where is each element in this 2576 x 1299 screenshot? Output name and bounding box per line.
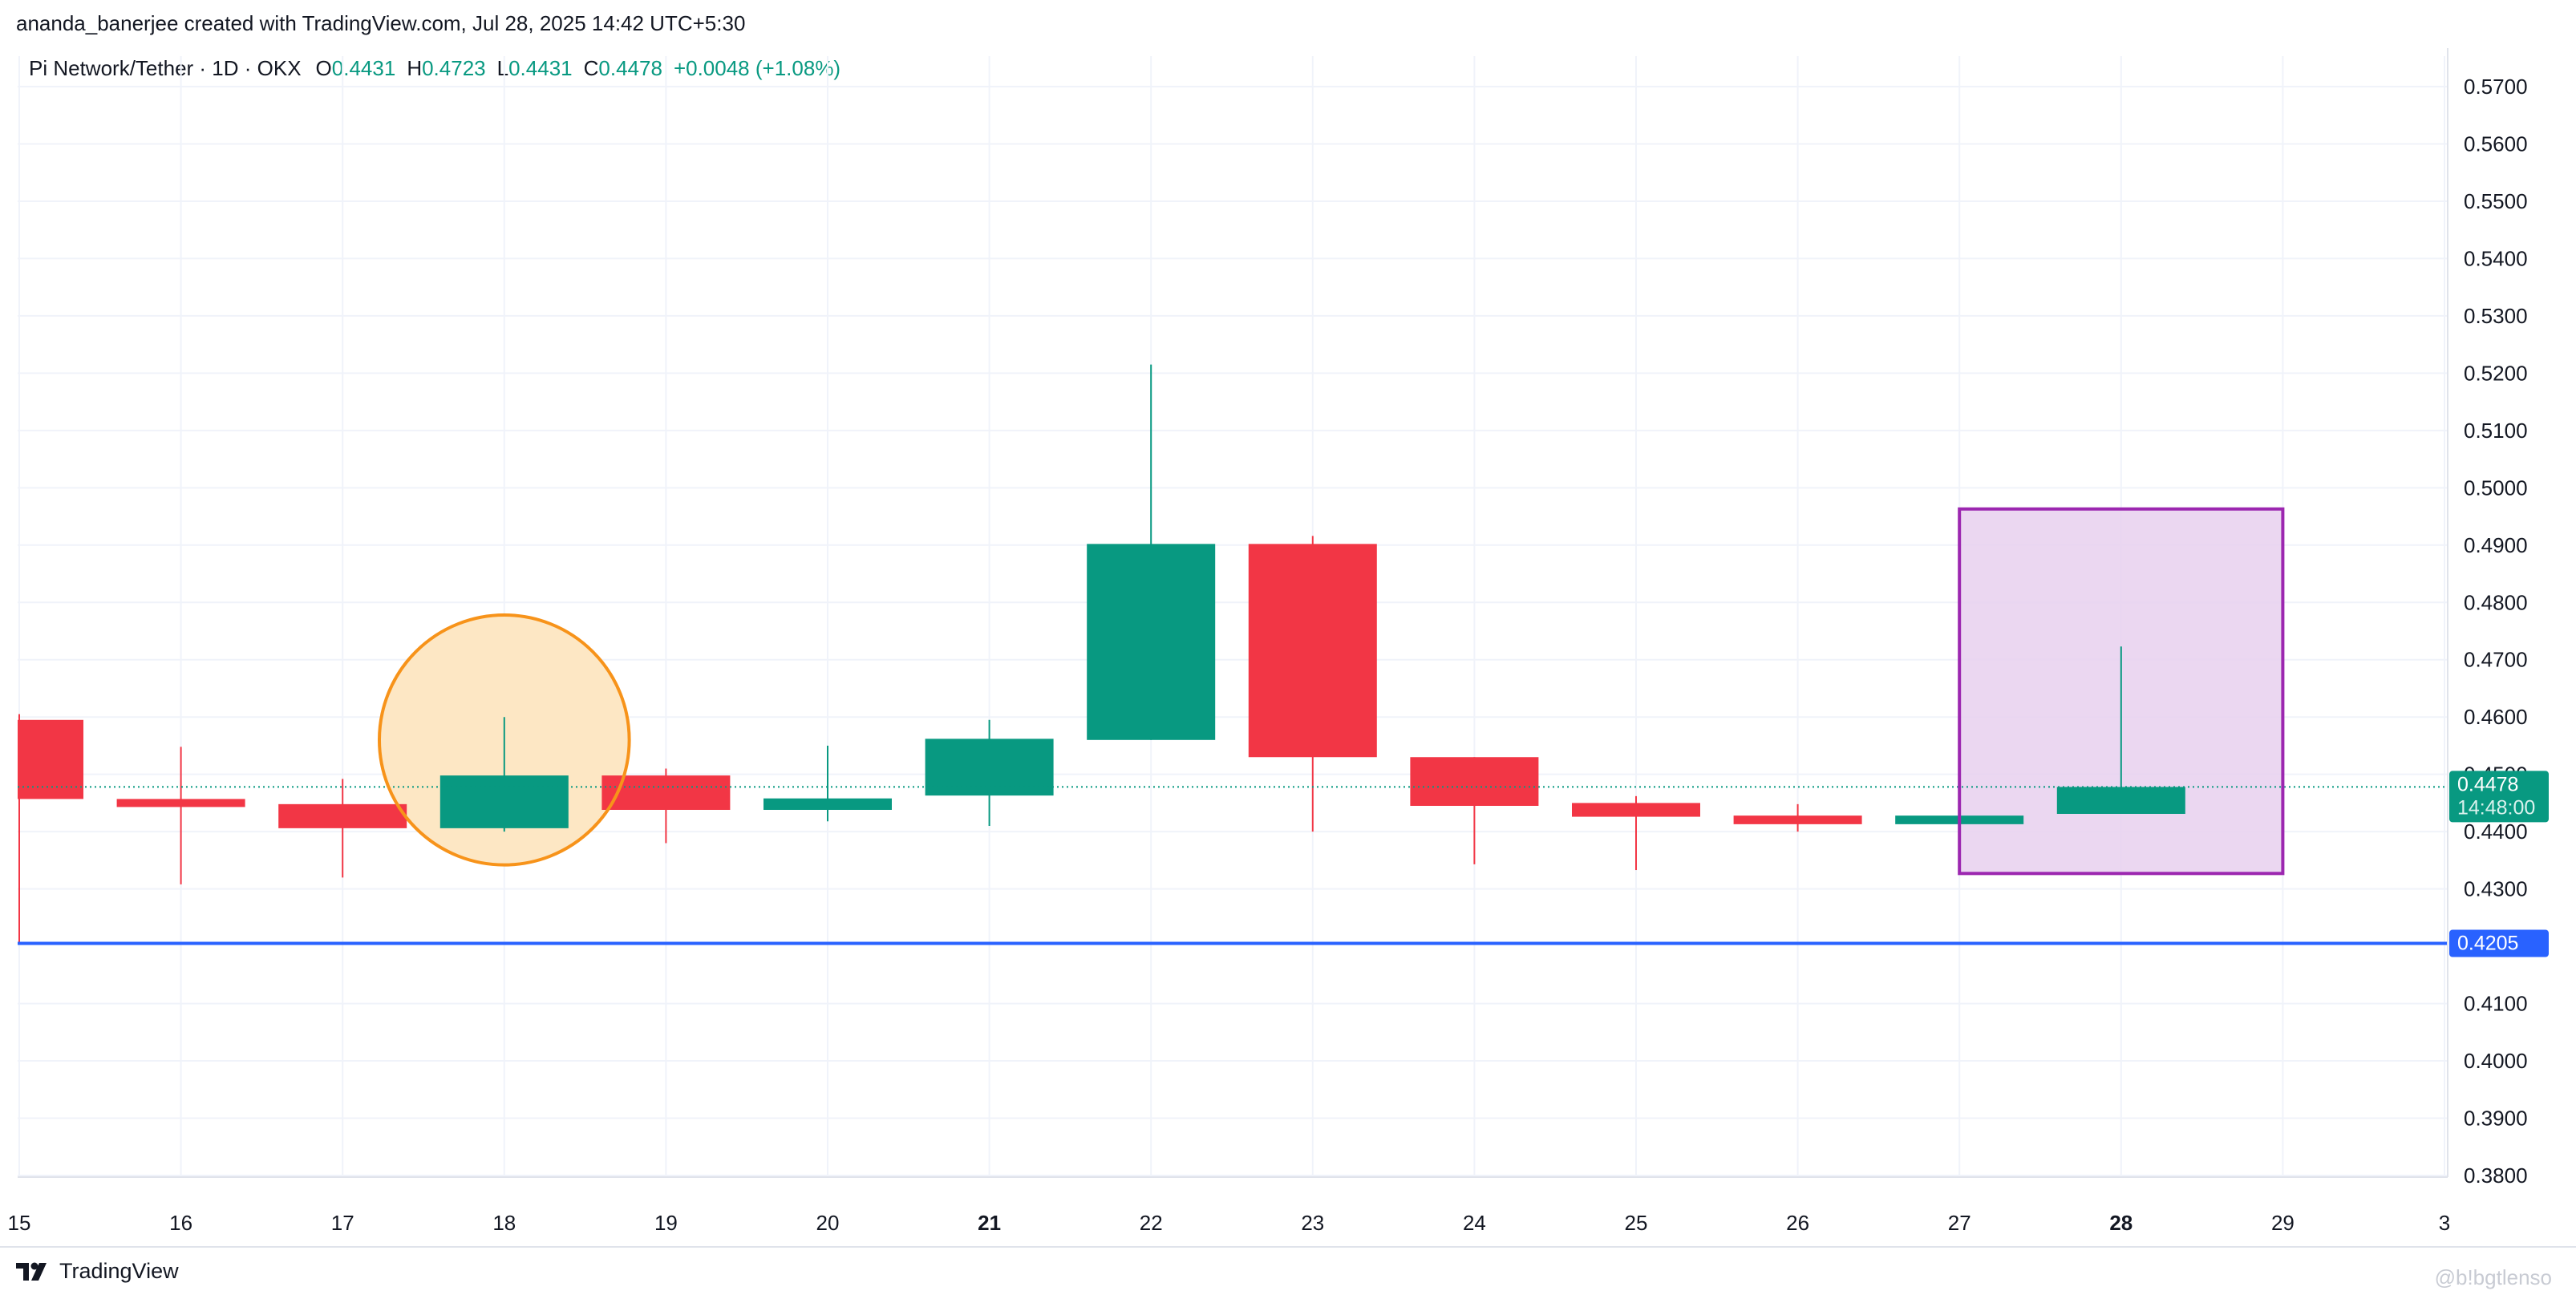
low-label: L: [496, 56, 509, 80]
price-lines: [18, 786, 2448, 945]
candle[interactable]: [18, 714, 83, 944]
candles[interactable]: [18, 364, 2185, 944]
x-tick-label: 20: [816, 1211, 840, 1235]
candle-body[interactable]: [2056, 787, 2185, 815]
candle[interactable]: [925, 719, 1054, 827]
candle-body[interactable]: [1733, 815, 1862, 824]
candle[interactable]: [1248, 536, 1377, 832]
candle-body[interactable]: [1087, 544, 1216, 740]
tradingview-logo-icon: [16, 1262, 47, 1281]
candle[interactable]: [1733, 803, 1862, 832]
symbol-name[interactable]: Pi Network/Tether · 1D · OKX: [29, 56, 302, 80]
price-tag-label: 0.4478: [2457, 773, 2518, 795]
symbol-legend: Pi Network/Tether · 1D · OKX O 0.4431 H …: [29, 56, 840, 81]
x-tick-label: 26: [1786, 1211, 1809, 1235]
y-tick-label: 0.5500: [2464, 189, 2528, 213]
y-tick-label: 0.4600: [2464, 705, 2528, 729]
candle-body[interactable]: [763, 798, 892, 810]
y-tick-label: 0.4900: [2464, 533, 2528, 557]
highlight-box: [1958, 507, 2285, 876]
change-value: +0.0048 (+1.08%): [673, 56, 841, 80]
close-value: 0.4478: [598, 56, 662, 80]
tradingview-logo[interactable]: TradingView: [16, 1259, 179, 1284]
high-value: 0.4723: [422, 56, 486, 80]
y-tick-label: 0.4700: [2464, 648, 2528, 672]
candle[interactable]: [1087, 364, 1216, 740]
y-tick-label: 0.5400: [2464, 246, 2528, 270]
y-tick-label: 0.5600: [2464, 132, 2528, 156]
candle[interactable]: [2056, 646, 2185, 815]
x-tick-label: 28: [2109, 1211, 2132, 1235]
candle-body[interactable]: [1248, 544, 1377, 758]
y-tick-label: 0.5300: [2464, 304, 2528, 328]
candle-body[interactable]: [18, 719, 83, 799]
x-tick-label: 25: [1625, 1211, 1648, 1235]
candle-body[interactable]: [1572, 803, 1700, 817]
x-tick-label: 16: [169, 1211, 192, 1235]
y-tick-label: 0.5000: [2464, 475, 2528, 500]
close-label: C: [583, 56, 599, 80]
price-tag-box: [2449, 929, 2549, 957]
x-tick-label: 15: [8, 1211, 31, 1235]
candle[interactable]: [278, 779, 407, 878]
x-tick-label: 19: [654, 1211, 678, 1235]
low-value: 0.4431: [508, 56, 573, 80]
y-tick-label: 0.3800: [2464, 1163, 2528, 1188]
tradingview-brand: TradingView: [59, 1259, 179, 1283]
axes[interactable]: 0.5700 0.5600 0.5500 0.5400 0.5300 0.5200 0.51…: [0, 48, 2576, 1248]
countdown-label: 14:48:00: [2457, 796, 2535, 819]
x-tick-label: 29: [2271, 1211, 2295, 1235]
price-tag-box: [2449, 771, 2549, 823]
x-tick-label: 17: [331, 1211, 354, 1235]
y-tick-label: 0.4300: [2464, 877, 2528, 901]
x-tick-label: 3: [2439, 1211, 2450, 1235]
candle[interactable]: [116, 747, 245, 884]
y-tick-label: 0.4100: [2464, 992, 2528, 1016]
x-tick-label: 27: [1948, 1211, 1971, 1235]
x-tick-label: 23: [1301, 1211, 1324, 1235]
support-price-tag[interactable]: 0.4205: [2449, 929, 2549, 957]
candle[interactable]: [763, 745, 892, 822]
watermark: @b!bgtlenso: [2434, 1265, 2552, 1289]
candle[interactable]: [439, 717, 569, 832]
y-tick-label: 0.4400: [2464, 819, 2528, 844]
y-tick-label: 0.3900: [2464, 1107, 2528, 1131]
x-tick-label: 22: [1140, 1211, 1163, 1235]
candle-body[interactable]: [439, 775, 569, 828]
y-tick-label: 0.4800: [2464, 590, 2528, 614]
highlight-circle: [377, 613, 631, 867]
candle-body[interactable]: [278, 803, 407, 828]
price-tag-label: 0.4205: [2457, 933, 2518, 955]
y-tick-label: 0.5700: [2464, 75, 2528, 99]
candle[interactable]: [1572, 795, 1700, 871]
x-tick-label: 24: [1463, 1211, 1486, 1235]
candle-body[interactable]: [1410, 757, 1539, 806]
high-label: H: [407, 56, 423, 80]
candle[interactable]: [1410, 757, 1539, 864]
chart-credit: ananda_banerjee created with TradingView…: [16, 11, 746, 35]
x-tick-label: 18: [492, 1211, 516, 1235]
y-tick-label: 0.5100: [2464, 419, 2528, 443]
x-tick-label: 21: [978, 1211, 1001, 1235]
annotation-outline-layer: [377, 507, 2285, 876]
candle-body[interactable]: [925, 739, 1054, 796]
open-label: O: [315, 56, 332, 80]
y-tick-label: 0.5200: [2464, 361, 2528, 385]
candle-body[interactable]: [116, 799, 245, 807]
y-tick-label: 0.4000: [2464, 1049, 2528, 1073]
